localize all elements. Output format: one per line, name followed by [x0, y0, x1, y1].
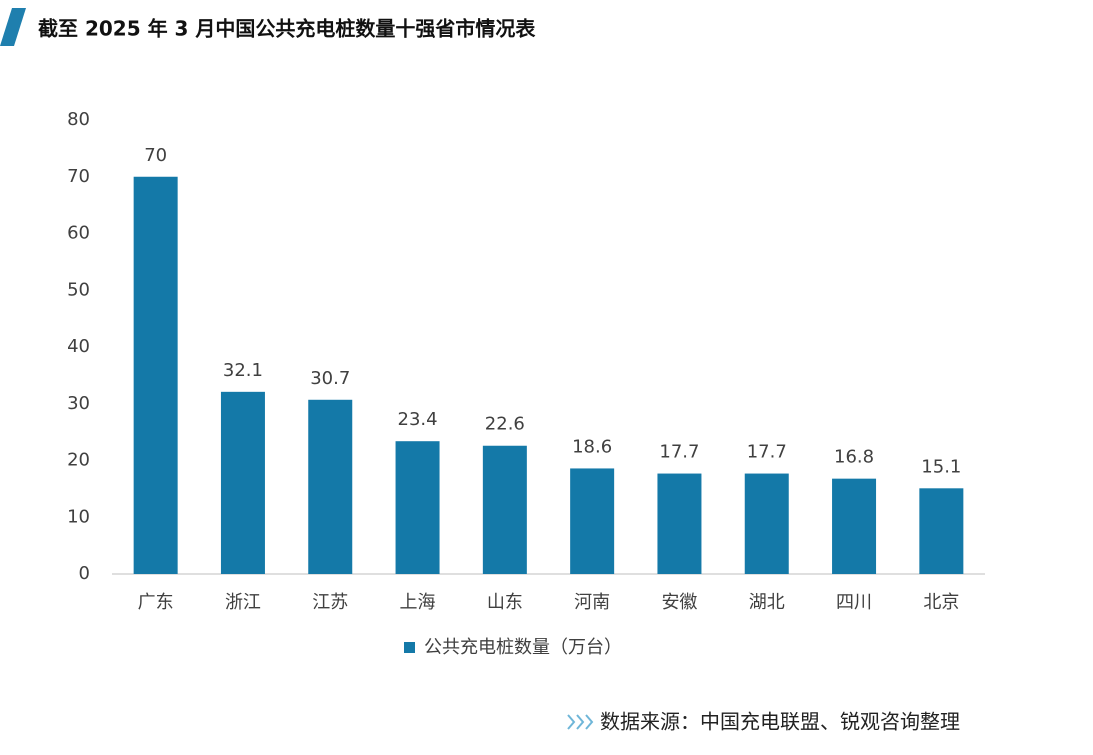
data-label: 16.8	[834, 447, 874, 468]
bar	[832, 478, 877, 574]
x-tick-label: 湖北	[749, 592, 785, 613]
bar	[570, 468, 615, 574]
bar	[919, 488, 964, 574]
x-tick-label: 北京	[923, 592, 959, 613]
x-tick-label: 安徽	[661, 592, 697, 613]
y-tick-label: 70	[67, 166, 90, 187]
x-tick-label: 广东	[138, 592, 174, 613]
legend-swatch	[404, 642, 415, 653]
y-tick-label: 40	[67, 336, 90, 357]
x-tick-label: 上海	[400, 592, 436, 613]
data-label: 32.1	[223, 360, 263, 381]
data-label: 15.1	[921, 456, 961, 477]
source-chevrons	[567, 714, 594, 730]
data-label: 30.7	[310, 368, 350, 389]
y-tick-label: 0	[79, 563, 90, 584]
x-tick-label: 河南	[574, 592, 610, 613]
x-tick-label: 山东	[487, 592, 523, 613]
title-accent	[0, 8, 26, 46]
y-tick-label: 80	[67, 109, 90, 130]
bar	[133, 176, 178, 574]
bar	[220, 391, 265, 574]
x-tick-label: 四川	[836, 592, 872, 613]
y-tick-label: 20	[67, 450, 90, 471]
bar	[744, 473, 789, 574]
y-tick-label: 30	[67, 393, 90, 414]
data-label: 23.4	[398, 409, 438, 430]
x-tick-label: 浙江	[225, 592, 261, 613]
data-label: 18.6	[572, 436, 612, 457]
data-label: 17.7	[747, 442, 787, 463]
chart-title: 截至 2025 年 3 月中国公共充电桩数量十强省市情况表	[38, 17, 536, 41]
y-tick-label: 50	[67, 279, 90, 300]
y-tick-label: 10	[67, 506, 90, 527]
data-label: 70	[144, 145, 167, 166]
bar	[308, 399, 353, 574]
legend-label: 公共充电桩数量（万台）	[424, 637, 622, 658]
source: 数据来源：中国充电联盟、锐观咨询整理	[600, 710, 960, 734]
data-label: 17.7	[659, 442, 699, 463]
bar	[657, 473, 702, 574]
y-tick-label: 60	[67, 223, 90, 244]
bar	[395, 441, 440, 574]
bar	[482, 445, 527, 574]
data-label: 22.6	[485, 414, 525, 435]
x-tick-label: 江苏	[312, 592, 348, 613]
